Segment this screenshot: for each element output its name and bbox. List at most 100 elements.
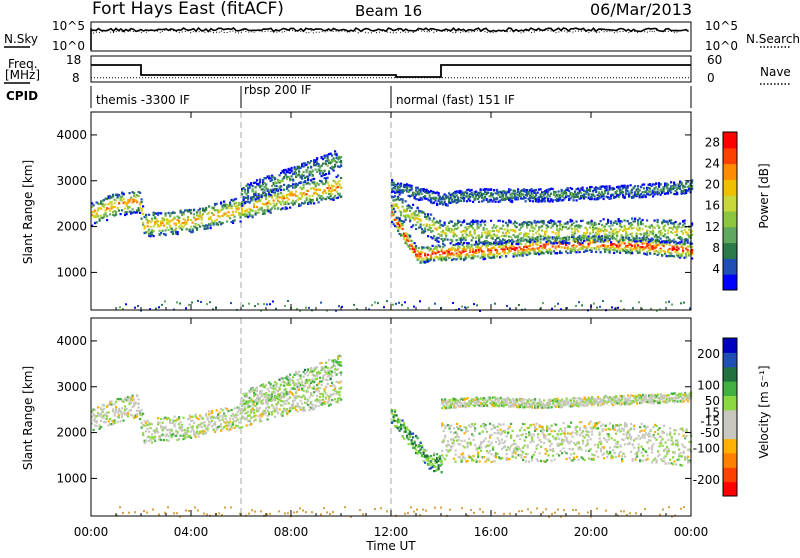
echo-cell — [636, 247, 638, 249]
ground-scatter-cell — [263, 303, 265, 305]
echo-cell — [147, 420, 149, 422]
echo-cell — [255, 415, 257, 417]
echo-cell — [100, 420, 102, 422]
echo-cell — [676, 228, 678, 230]
echo-cell — [451, 239, 453, 241]
echo-cell — [198, 418, 200, 420]
echo-cell — [549, 195, 551, 197]
echo-cell — [496, 197, 498, 199]
echo-cell — [327, 187, 329, 189]
echo-cell — [148, 431, 150, 433]
echo-cell — [165, 427, 167, 429]
echo-cell — [441, 250, 443, 252]
echo-cell — [468, 256, 470, 258]
echo-cell — [144, 225, 146, 227]
echo-cell — [573, 199, 575, 201]
echo-cell — [673, 182, 675, 184]
echo-cell — [472, 223, 474, 225]
echo-cell — [241, 193, 243, 195]
y-tick-label: 1000 — [56, 265, 87, 279]
echo-cell — [555, 232, 557, 234]
echo-cell — [198, 218, 200, 220]
echo-cell — [334, 164, 336, 166]
echo-cell — [243, 197, 245, 199]
echo-cell — [253, 412, 255, 414]
echo-cell — [481, 232, 483, 234]
echo-cell — [106, 219, 108, 221]
echo-cell — [202, 213, 204, 215]
echo-cell — [544, 247, 546, 249]
echo-cell — [331, 193, 333, 195]
echo-cell — [147, 222, 149, 224]
echo-cell — [321, 165, 323, 167]
echo-cell — [172, 233, 174, 235]
echo-cell — [657, 221, 659, 223]
echo-cell — [528, 236, 530, 238]
echo-cell — [265, 194, 267, 196]
echo-cell — [591, 220, 593, 222]
echo-cell — [595, 248, 597, 250]
echo-cell — [315, 185, 317, 187]
echo-cell — [132, 208, 134, 210]
echo-cell — [577, 188, 579, 190]
echo-cell — [505, 255, 507, 257]
echo-cell — [171, 228, 173, 230]
echo-cell — [258, 193, 260, 195]
echo-cell — [151, 433, 153, 435]
echo-cell — [646, 254, 648, 256]
echo-cell — [243, 199, 245, 201]
echo-cell — [142, 434, 144, 436]
echo-cell — [642, 219, 644, 221]
echo-cell — [663, 245, 665, 247]
ground-scatter-cell — [419, 300, 421, 302]
echo-cell — [573, 244, 575, 246]
echo-cell — [118, 210, 120, 212]
echo-cell — [340, 156, 342, 158]
echo-cell — [180, 435, 182, 437]
echo-cell — [540, 245, 542, 247]
colorbar-swatch — [723, 211, 737, 227]
echo-cell — [270, 194, 272, 196]
echo-cell — [409, 236, 411, 238]
echo-cell — [264, 191, 266, 193]
colorbar-tick-label: 24 — [705, 157, 720, 171]
echo-cell — [106, 418, 108, 420]
nave-tick-bottom: 0 — [707, 71, 715, 85]
echo-cell — [600, 188, 602, 190]
echo-cell — [636, 235, 638, 237]
echo-cell — [577, 239, 579, 241]
ground-scatter-cell — [638, 301, 640, 303]
echo-cell — [229, 217, 231, 219]
echo-cell — [417, 250, 419, 252]
echo-cell — [235, 416, 237, 418]
echo-cell — [613, 188, 615, 190]
echo-cell — [303, 171, 305, 173]
echo-cell — [670, 252, 672, 254]
echo-cell — [505, 244, 507, 246]
echo-cell — [688, 229, 690, 231]
echo-cell — [198, 436, 200, 438]
echo-cell — [666, 241, 668, 243]
echo-cell — [241, 426, 243, 428]
echo-cell — [492, 194, 494, 196]
ground-scatter-cell — [125, 303, 127, 305]
echo-cell — [139, 418, 141, 420]
echo-cell — [631, 232, 633, 234]
echo-cell — [652, 195, 654, 197]
echo-cell — [153, 225, 155, 227]
echo-cell — [166, 226, 168, 228]
nsky-panel: N.Sky 10^5 10^0 N.Search 10^5 10^0 — [4, 19, 800, 53]
echo-cell — [652, 230, 654, 232]
echo-cell — [463, 221, 465, 223]
echo-cell — [313, 178, 315, 180]
echo-cell — [213, 214, 215, 216]
echo-cell — [169, 432, 171, 434]
echo-cell — [132, 397, 134, 399]
echo-cell — [306, 169, 308, 171]
echo-cell — [540, 241, 542, 243]
echo-cell — [405, 219, 407, 221]
echo-cell — [174, 423, 176, 425]
echo-cell — [556, 242, 558, 244]
echo-cell — [589, 190, 591, 192]
